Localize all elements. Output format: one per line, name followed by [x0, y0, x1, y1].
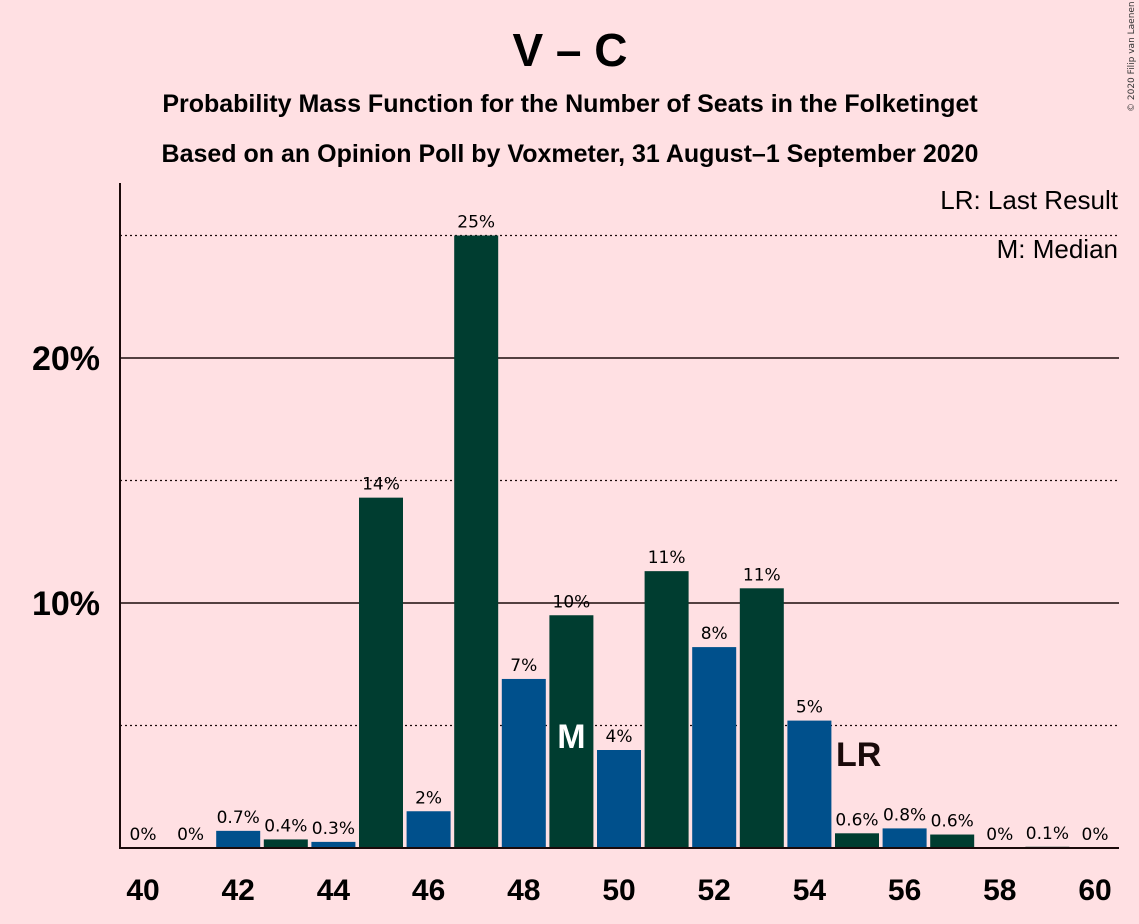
- data-label-47: 25%: [457, 213, 495, 233]
- x-tick-label-42: 42: [222, 874, 255, 907]
- chart-subtitle: Probability Mass Function for the Number…: [162, 90, 978, 118]
- bar-43: [263, 839, 308, 848]
- bar-49: [549, 615, 594, 848]
- bar-45: [359, 497, 403, 848]
- data-label-40: 0%: [130, 825, 157, 845]
- median-marker: M: [557, 718, 585, 756]
- bars: [216, 235, 1070, 848]
- bar-55: [835, 833, 879, 848]
- bar-47: [454, 235, 499, 848]
- data-label-58: 0%: [986, 825, 1013, 845]
- data-label-59: 0.1%: [1026, 824, 1069, 844]
- gridlines: [120, 234, 1119, 727]
- bar-46: [406, 811, 451, 848]
- bar-56: [882, 828, 927, 848]
- data-label-53: 11%: [743, 565, 781, 585]
- x-tick-label-50: 50: [602, 874, 635, 907]
- x-tick-label-60: 60: [1078, 874, 1111, 907]
- bar-42: [216, 830, 261, 848]
- bar-52: [692, 647, 737, 848]
- x-tick-label-54: 54: [793, 874, 827, 907]
- legend-median: M: Median: [997, 234, 1118, 264]
- x-tick-label-58: 58: [983, 874, 1016, 907]
- data-label-43: 0.4%: [264, 816, 307, 836]
- data-label-45: 14%: [362, 475, 400, 495]
- bar-44: [311, 841, 356, 848]
- data-label-55: 0.6%: [835, 810, 878, 830]
- y-tick-label-20: 20%: [32, 340, 100, 378]
- data-label-51: 11%: [648, 548, 686, 568]
- bar-50: [597, 750, 641, 848]
- bar-57: [930, 834, 975, 848]
- legend-last-result: LR: Last Result: [940, 185, 1119, 215]
- data-label-42: 0.7%: [217, 808, 260, 828]
- data-label-50: 4%: [606, 727, 633, 747]
- y-axis-ticks: 10% 20%: [32, 340, 100, 623]
- markers: M LR: [557, 718, 881, 774]
- copyright-notice: © 2020 Filip van Laenen: [1127, 1, 1137, 112]
- data-label-52: 8%: [701, 624, 728, 644]
- x-tick-label-46: 46: [412, 874, 445, 907]
- x-tick-label-44: 44: [317, 874, 351, 907]
- x-tick-label-40: 40: [126, 874, 159, 907]
- y-tick-label-10: 10%: [32, 585, 100, 623]
- bar-51: [644, 571, 689, 848]
- chart-title: V – C: [512, 24, 627, 76]
- data-label-44: 0.3%: [312, 819, 355, 839]
- data-label-48: 7%: [510, 656, 537, 676]
- data-label-46: 2%: [415, 788, 442, 808]
- x-axis-ticks: 40 42 44 46 48 50 52 54 56 58 60: [126, 874, 1111, 907]
- chart-subtitle-source: Based on an Opinion Poll by Voxmeter, 31…: [162, 140, 979, 168]
- bar-48: [501, 678, 546, 848]
- data-label-49: 10%: [553, 592, 591, 612]
- last-result-marker: LR: [836, 736, 881, 774]
- bar-53: [739, 588, 784, 848]
- data-label-54: 5%: [796, 698, 823, 718]
- x-tick-label-56: 56: [888, 874, 921, 907]
- x-tick-label-48: 48: [507, 874, 540, 907]
- bar-54: [787, 720, 832, 848]
- data-label-57: 0.6%: [931, 812, 974, 832]
- data-label-41: 0%: [177, 825, 204, 845]
- x-tick-label-52: 52: [698, 874, 731, 907]
- data-label-56: 0.8%: [883, 805, 926, 825]
- data-label-60: 0%: [1082, 825, 1109, 845]
- data-labels: 0% 0% 0.7% 0.4% 0.3% 14% 2% 25% 7% 10% 4% 11% 8% 11% 5…: [130, 213, 1109, 846]
